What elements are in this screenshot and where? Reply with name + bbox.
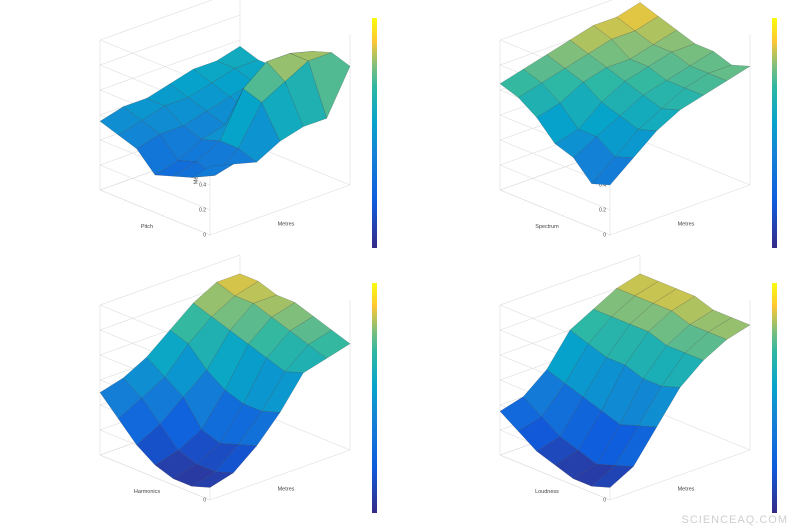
grid-line <box>99 39 241 91</box>
surface-plot: 00.20.40.60.811.2Mean Q coefficientsMetr… <box>99 0 377 248</box>
grid-line <box>99 164 211 211</box>
z-tick-label: 0 <box>203 497 206 503</box>
box-edge <box>609 184 751 236</box>
grid-line <box>499 254 641 306</box>
watermark: SCIENCEAQ.COM <box>681 514 788 526</box>
surface-plot: 00.20.40.60.811.2Mean Q coefficientsMetr… <box>499 254 777 513</box>
colorbar <box>772 283 777 513</box>
grid-line <box>99 189 211 236</box>
z-tick-label: 0 <box>603 232 606 238</box>
surface-patch <box>591 156 634 186</box>
y-axis-label: Loudness <box>535 489 559 495</box>
z-tick-label: 0 <box>603 497 606 503</box>
z-tick-label: 0.4 <box>199 182 206 188</box>
colorbar <box>372 283 377 513</box>
x-axis-label: Metres <box>678 221 695 227</box>
z-tick-label: 0.4 <box>599 182 606 188</box>
y-axis-label: Pitch <box>141 224 153 230</box>
z-tick-label: 0 <box>203 232 206 238</box>
grid-line <box>99 454 211 501</box>
box-edge <box>639 139 751 186</box>
grid-line <box>499 189 611 236</box>
box-edge <box>209 449 351 501</box>
z-tick-label: 0.2 <box>199 207 206 213</box>
y-axis-label: Harmonics <box>134 489 161 495</box>
grid-line <box>99 0 213 41</box>
surface-plot: 00.20.40.60.811.2Mean Q coefficientsMetr… <box>499 0 777 248</box>
z-tick-label: 0.2 <box>599 207 606 213</box>
grid-line <box>499 164 611 211</box>
box-edge <box>209 184 351 236</box>
surface-patch <box>191 164 234 178</box>
colorbar <box>772 18 777 248</box>
grid-line <box>499 454 611 501</box>
x-axis-label: Metres <box>278 486 295 492</box>
grid-line <box>99 254 241 306</box>
surface-patch <box>191 471 234 488</box>
x-axis-label: Metres <box>678 486 695 492</box>
x-axis-label: Metres <box>278 221 295 227</box>
box-edge <box>609 449 751 501</box>
surface-patch <box>591 465 634 488</box>
surface-plot: 00.20.40.60.811.2Mean Q coefficientsMetr… <box>99 254 377 513</box>
colorbar <box>372 18 377 248</box>
y-axis-label: Spectrum <box>535 224 559 230</box>
grid-line <box>99 14 241 66</box>
grid-line <box>499 0 613 41</box>
